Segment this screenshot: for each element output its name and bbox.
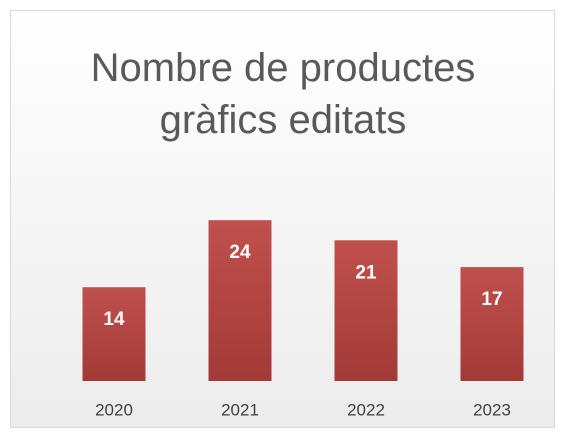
bar xyxy=(208,220,272,381)
bar xyxy=(334,240,398,381)
chart-title: Nombre de productes gràfics editats xyxy=(90,46,476,142)
x-tick-label: 2020 xyxy=(95,400,133,419)
value-label: 21 xyxy=(355,262,377,283)
x-tick-label: 2023 xyxy=(473,400,511,419)
x-tick-label: 2022 xyxy=(347,400,385,419)
bar xyxy=(82,287,146,381)
value-label: 14 xyxy=(103,309,125,330)
bar xyxy=(460,267,524,381)
value-label: 24 xyxy=(229,242,251,263)
value-label: 17 xyxy=(481,289,502,310)
x-tick-label: 2021 xyxy=(221,400,259,419)
